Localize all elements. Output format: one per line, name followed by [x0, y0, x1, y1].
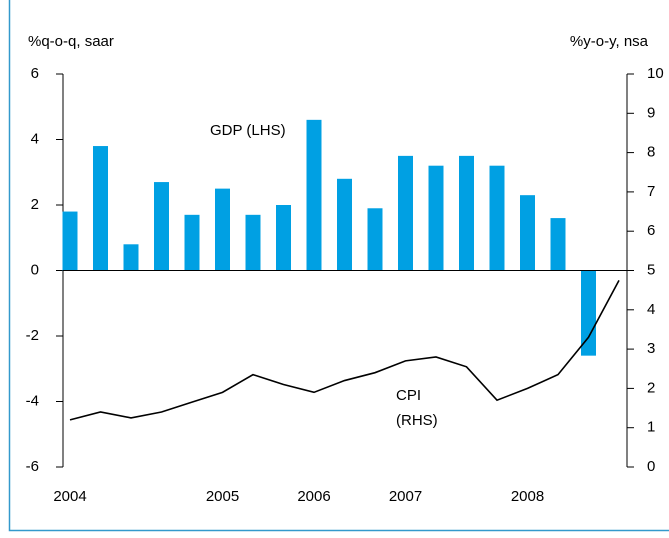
y-tick-label: 2	[31, 196, 39, 213]
y2-axis-label: %y-o-y, nsa	[570, 33, 649, 50]
bar	[520, 195, 535, 270]
bar	[398, 156, 413, 271]
bar	[276, 205, 291, 271]
x-tick-label: 2006	[297, 488, 330, 505]
y2-tick-label: 5	[647, 261, 655, 278]
y2-tick-label: 10	[647, 65, 664, 82]
bar	[63, 212, 78, 271]
y-tick-label: 0	[31, 261, 39, 278]
y-tick-label: 6	[31, 65, 39, 82]
y2-tick-label: 6	[647, 222, 655, 239]
bar	[154, 182, 169, 270]
y2-tick-label: 4	[647, 301, 655, 318]
y2-tick-label: 3	[647, 340, 655, 357]
y2-tick-label: 2	[647, 379, 655, 396]
y-tick-label: -4	[26, 392, 39, 409]
y-tick-label: 4	[31, 130, 39, 147]
y2-tick-label: 0	[647, 458, 655, 475]
bar	[459, 156, 474, 271]
y2-tick-label: 1	[647, 419, 655, 436]
bar	[429, 166, 444, 271]
x-tick-label: 2004	[53, 488, 86, 505]
annotation: GDP (LHS)	[210, 122, 286, 139]
annotation: CPI	[396, 387, 421, 404]
annotation: (RHS)	[396, 412, 438, 429]
x-tick-label: 2005	[206, 488, 239, 505]
y-axis-label: %q-o-q, saar	[28, 33, 114, 50]
bar	[124, 244, 139, 270]
bar	[185, 215, 200, 271]
bar	[307, 120, 322, 271]
x-tick-label: 2008	[511, 488, 544, 505]
y-tick-label: -6	[26, 458, 39, 475]
y-tick-label: -2	[26, 327, 39, 344]
bar	[215, 189, 230, 271]
bar	[551, 218, 566, 270]
bar	[490, 166, 505, 271]
bar	[337, 179, 352, 271]
x-tick-label: 2007	[389, 488, 422, 505]
bar	[368, 208, 383, 270]
y2-tick-label: 8	[647, 144, 655, 161]
line	[70, 280, 619, 420]
y2-tick-label: 7	[647, 183, 655, 200]
bar	[93, 146, 108, 270]
y2-tick-label: 9	[647, 104, 655, 121]
bar	[246, 215, 261, 271]
